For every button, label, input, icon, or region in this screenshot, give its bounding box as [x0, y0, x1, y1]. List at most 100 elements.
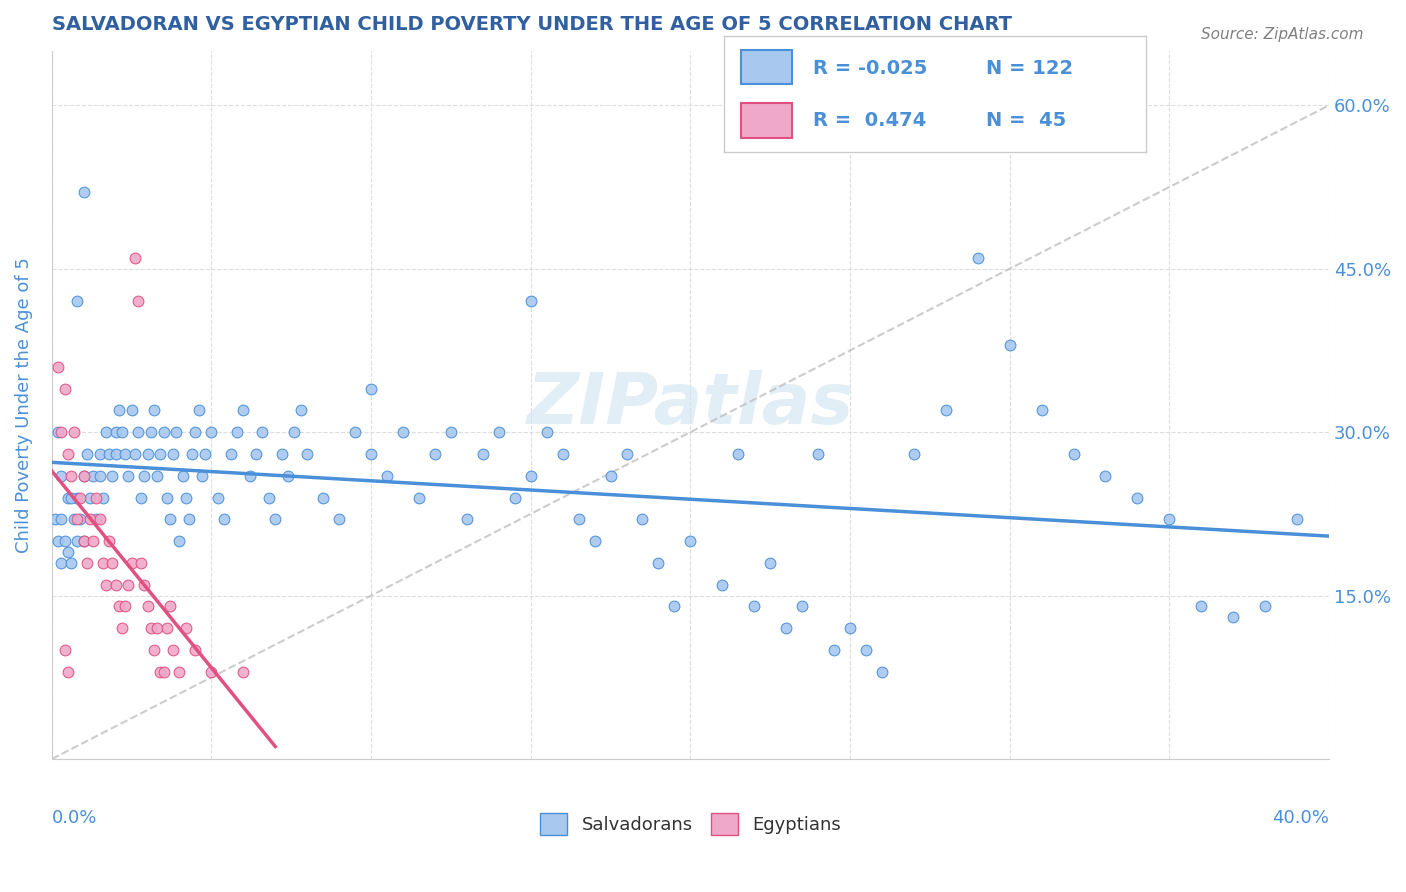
- Point: [1063, 447, 1085, 461]
- Point: [73, 534, 96, 549]
- Point: [76, 447, 98, 461]
- Point: [86, 512, 108, 526]
- Text: 0.0%: 0.0%: [52, 808, 97, 827]
- Point: [73, 534, 96, 549]
- Point: [69, 491, 91, 505]
- FancyBboxPatch shape: [741, 103, 792, 137]
- Text: 40.0%: 40.0%: [1272, 808, 1329, 827]
- Point: [1159, 512, 1181, 526]
- Point: [134, 577, 156, 591]
- Point: [104, 577, 127, 591]
- Point: [86, 491, 108, 505]
- Point: [66, 534, 89, 549]
- Point: [89, 447, 111, 461]
- Point: [360, 447, 382, 461]
- Point: [711, 577, 734, 591]
- Point: [104, 447, 127, 461]
- Point: [136, 599, 159, 614]
- Point: [631, 512, 654, 526]
- Point: [471, 447, 494, 461]
- Point: [91, 491, 114, 505]
- Point: [51, 425, 73, 439]
- Point: [277, 468, 299, 483]
- Point: [73, 186, 96, 200]
- Point: [792, 599, 814, 614]
- Point: [129, 491, 152, 505]
- Point: [519, 294, 541, 309]
- Point: [252, 425, 274, 439]
- Point: [117, 468, 139, 483]
- Point: [742, 599, 765, 614]
- Point: [966, 251, 988, 265]
- Point: [139, 425, 162, 439]
- Point: [159, 599, 181, 614]
- Point: [149, 447, 172, 461]
- Point: [89, 468, 111, 483]
- Point: [139, 621, 162, 635]
- Point: [1189, 599, 1212, 614]
- Point: [616, 447, 638, 461]
- Point: [270, 447, 292, 461]
- Point: [79, 491, 101, 505]
- Point: [46, 534, 69, 549]
- Point: [46, 359, 69, 374]
- Point: [156, 491, 179, 505]
- Point: [839, 621, 862, 635]
- Point: [174, 491, 197, 505]
- Point: [200, 665, 222, 679]
- Point: [107, 599, 129, 614]
- Text: Source: ZipAtlas.com: Source: ZipAtlas.com: [1201, 27, 1364, 42]
- Point: [127, 425, 149, 439]
- Point: [360, 382, 382, 396]
- Point: [124, 447, 146, 461]
- Point: [191, 468, 214, 483]
- Point: [59, 468, 82, 483]
- Point: [1222, 610, 1244, 624]
- Point: [759, 556, 782, 570]
- Point: [174, 621, 197, 635]
- Point: [679, 534, 702, 549]
- Point: [114, 447, 136, 461]
- Point: [91, 556, 114, 570]
- Point: [53, 534, 76, 549]
- Point: [169, 534, 191, 549]
- Point: [935, 403, 957, 417]
- Point: [56, 447, 79, 461]
- Text: N =  45: N = 45: [986, 111, 1066, 130]
- Point: [76, 556, 98, 570]
- Text: R = -0.025: R = -0.025: [813, 59, 927, 78]
- Point: [212, 512, 235, 526]
- Point: [111, 425, 134, 439]
- Point: [165, 425, 187, 439]
- Point: [53, 382, 76, 396]
- Point: [66, 491, 89, 505]
- Point: [328, 512, 350, 526]
- Point: [66, 294, 89, 309]
- Point: [98, 447, 121, 461]
- Point: [121, 556, 143, 570]
- Point: [51, 512, 73, 526]
- Point: [56, 665, 79, 679]
- Point: [239, 468, 262, 483]
- Point: [51, 556, 73, 570]
- Point: [98, 534, 121, 549]
- Point: [101, 556, 124, 570]
- Text: SALVADORAN VS EGYPTIAN CHILD POVERTY UNDER THE AGE OF 5 CORRELATION CHART: SALVADORAN VS EGYPTIAN CHILD POVERTY UND…: [52, 15, 1012, 34]
- Point: [89, 512, 111, 526]
- Legend: Salvadorans, Egyptians: Salvadorans, Egyptians: [540, 813, 841, 835]
- Point: [1286, 512, 1309, 526]
- Point: [1031, 403, 1053, 417]
- Point: [104, 425, 127, 439]
- Point: [162, 643, 184, 657]
- Point: [121, 403, 143, 417]
- Point: [807, 447, 830, 461]
- Point: [51, 468, 73, 483]
- Point: [172, 468, 194, 483]
- Point: [142, 643, 165, 657]
- Point: [344, 425, 367, 439]
- Point: [149, 665, 172, 679]
- Point: [1254, 599, 1277, 614]
- Point: [184, 643, 207, 657]
- Point: [245, 447, 267, 461]
- Point: [290, 403, 312, 417]
